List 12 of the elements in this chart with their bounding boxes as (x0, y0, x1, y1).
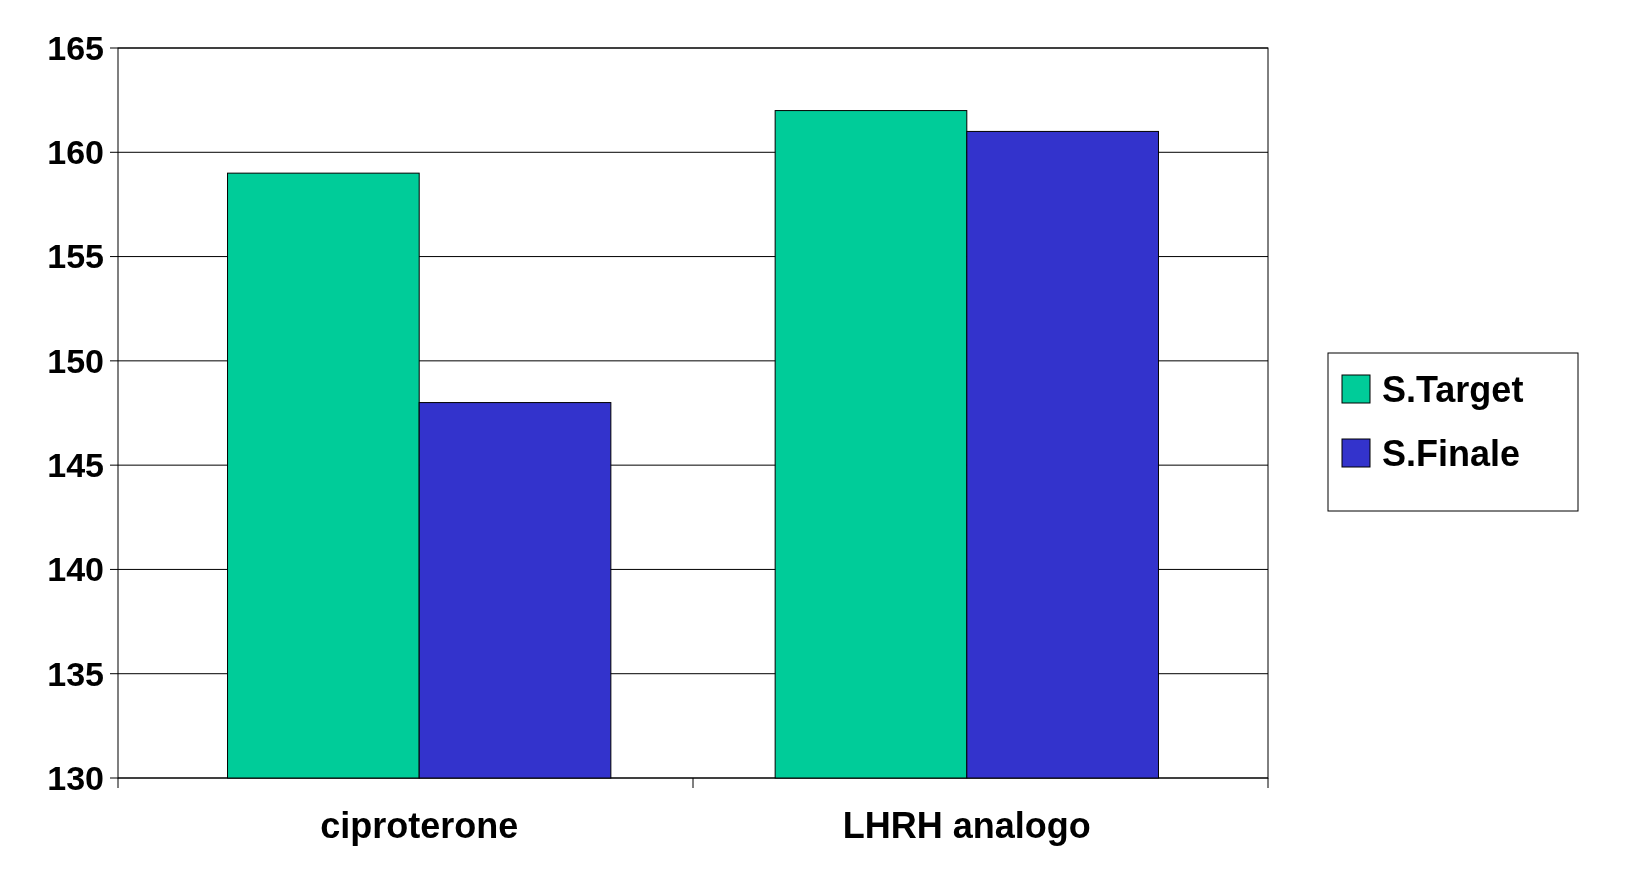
y-tick-label: 140 (47, 550, 104, 589)
y-tick-label: 160 (47, 133, 104, 172)
legend-label: S.Finale (1382, 432, 1521, 474)
x-tick-label: LHRH analogo (842, 805, 1091, 846)
y-tick-label: 135 (47, 654, 104, 693)
y-tick-label: 155 (47, 237, 104, 276)
y-tick-label: 145 (47, 446, 104, 485)
y-tick-label: 130 (47, 758, 104, 797)
y-tick-label: 165 (47, 28, 104, 67)
x-tick-label: ciproterone (320, 805, 519, 846)
y-tick-label: 150 (47, 341, 104, 380)
legend-label: S.Target (1382, 368, 1524, 410)
